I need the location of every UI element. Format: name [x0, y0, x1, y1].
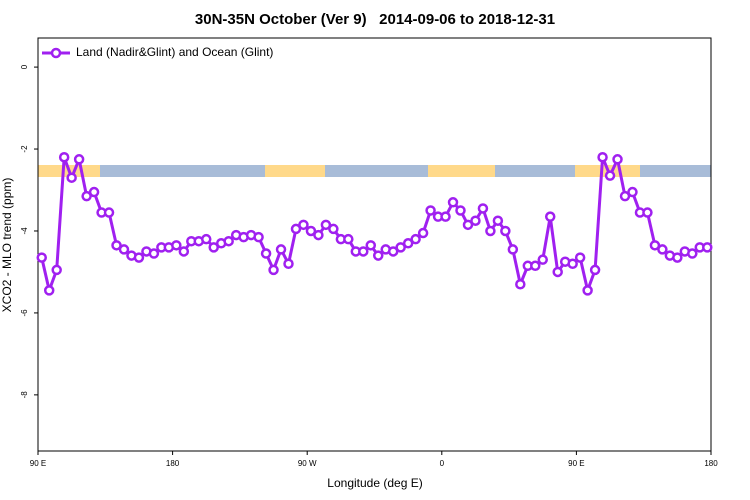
data-point [275, 244, 287, 255]
data-point [365, 240, 377, 251]
data-point [612, 154, 623, 165]
data-point [283, 258, 294, 270]
y-axis-label: XCO2 - MLO trend (ppm) [0, 178, 14, 313]
y-tick-label: -2 [20, 145, 29, 153]
data-point [103, 207, 115, 218]
data-point [133, 252, 145, 263]
data-point [507, 244, 519, 255]
data-point [425, 205, 436, 216]
land-band [428, 165, 495, 177]
data-point [268, 264, 279, 276]
data-point [372, 250, 384, 261]
data-point [208, 242, 219, 253]
data-point [417, 227, 429, 239]
data-point [88, 186, 100, 198]
data-point [627, 186, 638, 198]
x-tick-label: 90 W [298, 459, 317, 468]
data-point [642, 207, 653, 218]
data-point [515, 278, 526, 290]
data-point [402, 238, 414, 249]
data-point [574, 252, 586, 263]
data-point [470, 215, 481, 226]
data-point [111, 240, 122, 251]
data-point [492, 215, 504, 226]
data-point [582, 285, 593, 296]
data-point [201, 233, 212, 245]
data-point [500, 225, 511, 237]
data-point [447, 197, 459, 208]
data-point [485, 225, 496, 237]
data-point [552, 266, 563, 278]
data-point [343, 233, 354, 245]
y-tick-label: 0 [20, 64, 29, 69]
data-point [305, 225, 317, 237]
x-axis-label: Longitude (deg E) [327, 476, 422, 490]
data-point [455, 205, 466, 216]
data-point [672, 252, 683, 263]
data-point [597, 151, 608, 163]
data-point [171, 240, 182, 251]
legend-label: Land (Nadir&Glint) and Ocean (Glint) [76, 45, 273, 59]
data-point [51, 264, 62, 276]
y-tick-label: -6 [20, 309, 29, 317]
data-point [148, 248, 160, 259]
data-point [290, 223, 302, 235]
data-point [223, 235, 234, 247]
data-point [649, 240, 661, 251]
land-band [265, 165, 325, 177]
data-point [702, 242, 713, 253]
data-point [253, 231, 264, 243]
surface-band [38, 165, 711, 177]
data-point [58, 151, 70, 163]
legend: Land (Nadir&Glint) and Ocean (Glint) [42, 45, 273, 59]
data-point [358, 246, 369, 257]
data-point [410, 233, 421, 245]
data-point [619, 190, 631, 202]
data-point [604, 170, 616, 181]
data-point [328, 223, 339, 235]
data-point [66, 172, 77, 183]
data-point [687, 248, 698, 259]
data-point [298, 219, 309, 231]
ocean-band [38, 165, 711, 177]
data-point [36, 252, 47, 263]
chart-title: 30N-35N October (Ver 9) 2014-09-06 to 20… [195, 11, 555, 28]
data-point [589, 264, 601, 276]
x-tick-label: 90 E [568, 459, 584, 468]
data-point [387, 246, 399, 257]
data-point [530, 260, 541, 272]
data-point [537, 254, 548, 265]
data-point [178, 246, 190, 257]
data-point [440, 211, 451, 222]
legend-marker [50, 47, 62, 59]
y-tick-label: -4 [20, 227, 29, 235]
x-tick-label: 180 [704, 459, 718, 468]
data-point [118, 244, 130, 255]
data-point [320, 219, 332, 231]
data-point [462, 219, 474, 231]
data-point [657, 244, 668, 255]
x-tick-label: 180 [166, 459, 180, 468]
data-point [544, 211, 556, 222]
x-tick-label: 0 [440, 459, 445, 468]
data-point [73, 154, 85, 165]
y-tick-label: -8 [20, 391, 29, 399]
data-point [477, 203, 489, 214]
data-point [260, 248, 272, 259]
data-point [395, 242, 406, 253]
data-point [81, 190, 92, 202]
x-tick-label: 90 E [30, 459, 46, 468]
data-point [567, 258, 578, 270]
data-point [313, 229, 324, 241]
data-point [43, 285, 55, 296]
